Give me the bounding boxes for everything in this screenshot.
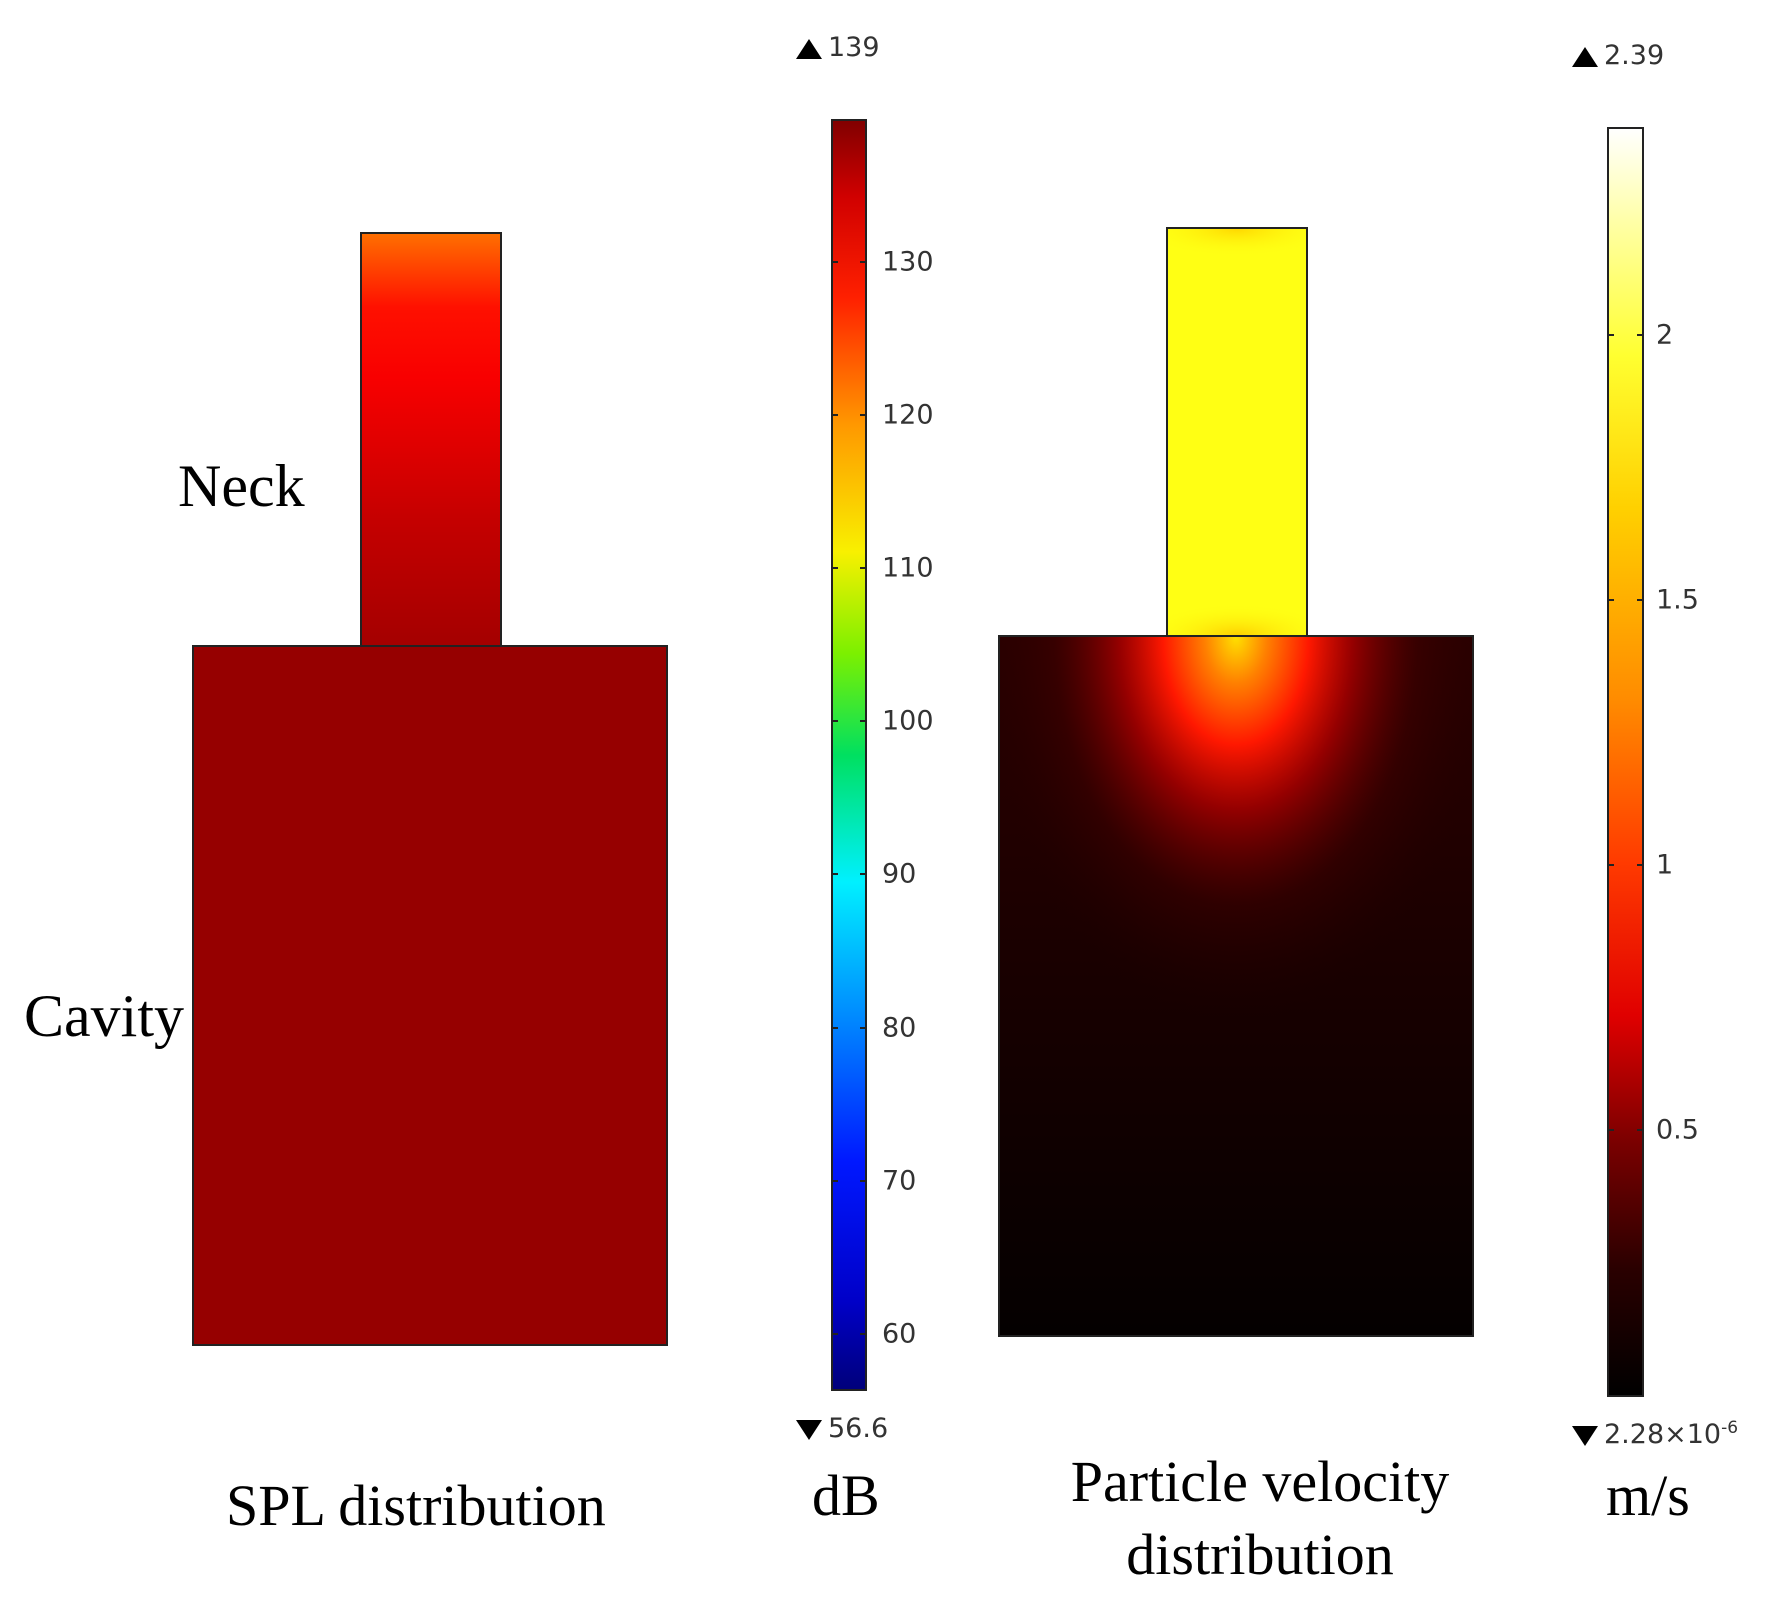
velocity-neck-top-glow [1168,229,1306,269]
neck-label: Neck [178,453,305,519]
spl-tick-label: 60 [882,1318,917,1350]
velocity-caption: Particle velocity distribution [1040,1446,1480,1591]
spl-tick-label: 80 [882,1012,917,1044]
spl-colorbar-ticks [832,261,866,1335]
velocity-colorbar-max: 2.39 [1572,42,1664,69]
spl-neck [360,232,502,647]
spl-cavity [192,645,668,1346]
up-triangle-icon [1572,46,1598,67]
down-triangle-icon [1572,1425,1598,1446]
spl-tick-label: 90 [882,858,917,890]
velocity-colorbar [1607,127,1644,1397]
spl-colorbar-max: 139 [796,34,880,61]
velocity-cavity-hotspot [1000,637,1472,1335]
velocity-colorbar-min: 2.28×10-6 [1572,1420,1738,1448]
spl-tick-label: 120 [882,399,934,431]
spl-colorbar [831,119,867,1391]
velocity-unit: m/s [1606,1463,1690,1528]
cavity-label: Cavity [24,983,184,1049]
velocity-caption-line2: distribution [1126,1521,1394,1587]
velocity-caption-line1: Particle velocity [1070,1449,1450,1514]
down-triangle-icon [796,1419,822,1440]
velocity-min-exponent: -6 [1721,1418,1739,1438]
spl-colorbar-min: 56.6 [796,1415,888,1442]
spl-tick-label: 70 [882,1165,917,1197]
velocity-neck [1166,227,1308,637]
velocity-neck-bottom-glow [1168,590,1306,635]
velocity-colorbar-ticks [1608,334,1643,1131]
velocity-tick-label: 2 [1656,319,1674,351]
spl-tick-label: 130 [882,246,934,278]
spl-tick-label: 100 [882,705,934,737]
spl-tick-label: 110 [882,552,934,584]
velocity-tick-label: 1.5 [1656,584,1699,616]
spl-caption: SPL distribution [226,1473,606,1538]
velocity-tick-label: 0.5 [1656,1114,1699,1146]
velocity-tick-label: 1 [1656,849,1674,881]
up-triangle-icon [796,38,822,59]
spl-unit: dB [812,1463,880,1528]
